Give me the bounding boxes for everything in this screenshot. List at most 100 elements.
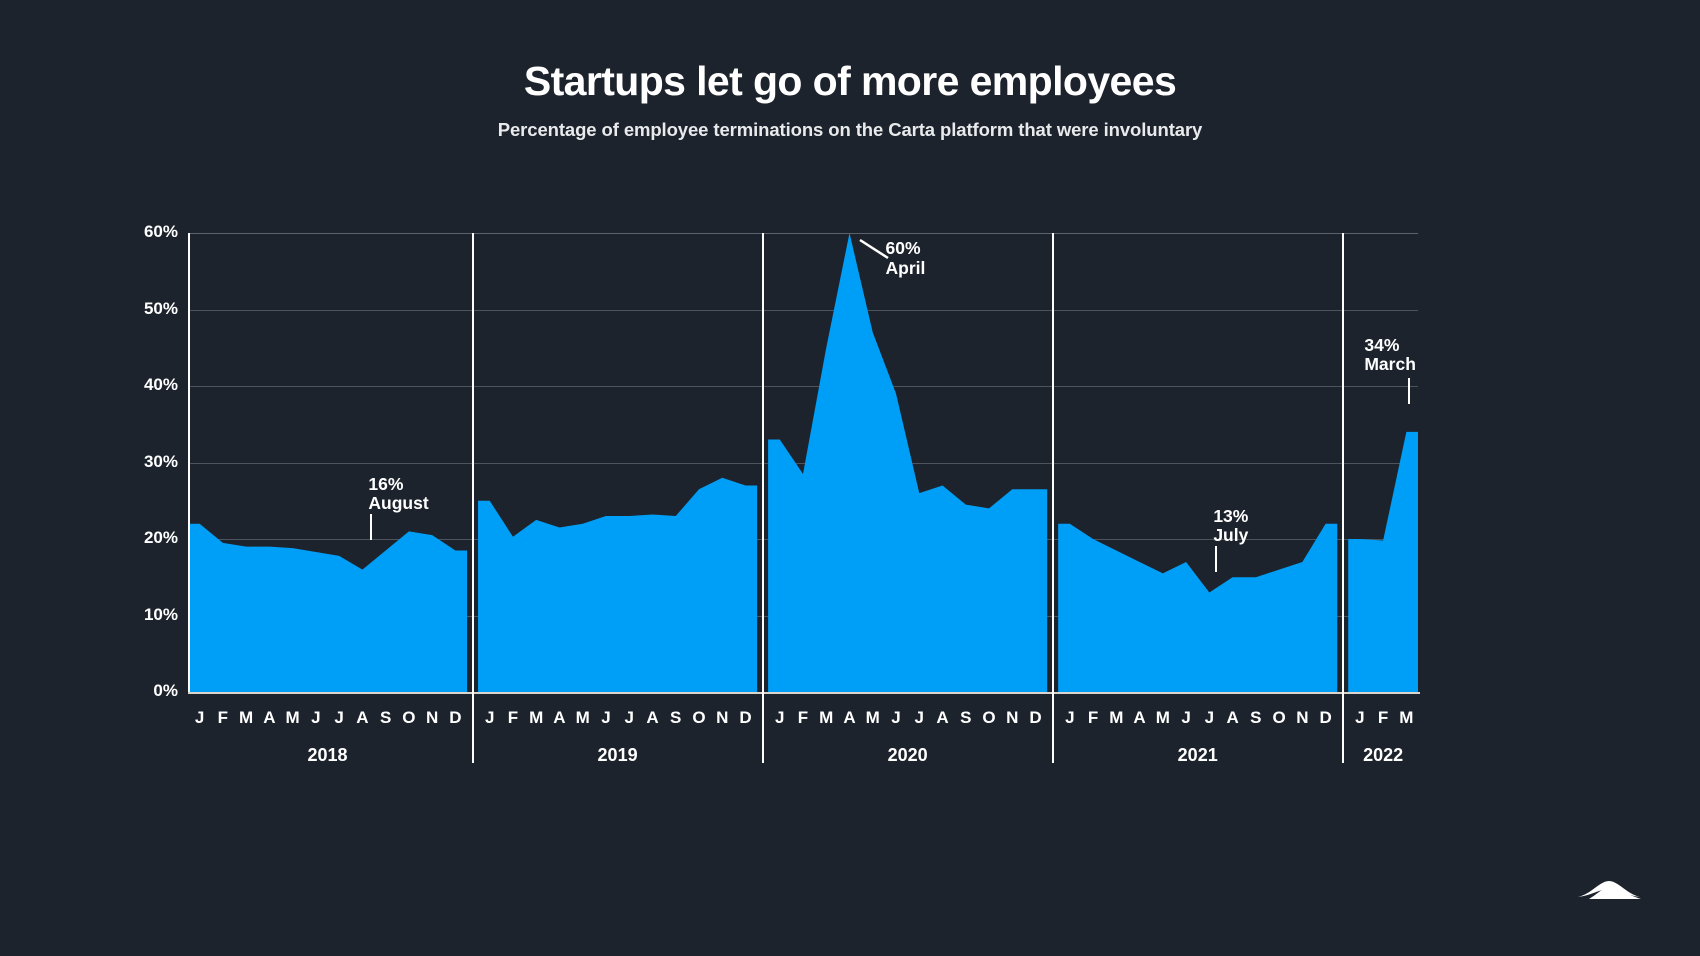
month-label-2021-10: N <box>1296 708 1309 727</box>
annotation-leader-line-april <box>858 238 889 260</box>
month-label-2020-1: F <box>797 708 809 727</box>
annotation-tick-july <box>1215 545 1218 572</box>
month-label-2018-11: D <box>449 708 462 727</box>
year-label-2021: 2021 <box>1177 745 1218 765</box>
month-label-2019-2: M <box>529 708 544 727</box>
area-segment-2019 <box>478 477 758 692</box>
axios-logo <box>1575 881 1643 899</box>
month-label-2018-7: A <box>356 708 369 727</box>
gridline-40 <box>188 386 1418 387</box>
gridline-30 <box>188 462 1418 464</box>
month-label-2021-11: D <box>1319 708 1332 727</box>
area-segment-2021 <box>1058 523 1338 692</box>
month-label-2019-7: A <box>646 708 659 727</box>
area-segment-2022 <box>1348 431 1418 692</box>
y-axis-line <box>188 233 190 692</box>
month-label-2019-9: O <box>692 708 706 727</box>
month-label-2022-0: J <box>1355 708 1365 727</box>
month-label-2022-2: M <box>1399 708 1414 727</box>
month-label-2021-2: M <box>1109 708 1124 727</box>
month-label-2019-10: N <box>716 708 729 727</box>
month-label-2020-9: O <box>982 708 996 727</box>
month-label-2018-5: J <box>311 708 321 727</box>
area-segment-2020 <box>768 233 1048 692</box>
annotation-july-2021: 13% July <box>1213 505 1249 546</box>
page-title: Startups let go of more employees <box>523 58 1177 104</box>
annotation-value: 13% <box>1213 505 1249 526</box>
month-label-2020-4: M <box>865 708 880 727</box>
month-label-2020-2: M <box>819 708 834 727</box>
month-label-2020-7: A <box>936 708 949 727</box>
month-label-2018-1: F <box>217 708 229 727</box>
month-label-2018-6: J <box>334 708 344 727</box>
month-label-2019-0: J <box>484 708 495 727</box>
chart-header: Startups let go of more employees Percen… <box>0 0 1700 141</box>
gridline-60 <box>188 233 1418 234</box>
annotation-tick-march <box>1408 377 1411 404</box>
plot-area <box>188 233 1418 693</box>
month-label-2019-8: S <box>670 708 682 727</box>
month-label-2021-0: J <box>1065 708 1075 727</box>
y-tick-label-30: 30% <box>143 451 178 471</box>
month-label-2018-0: J <box>194 708 205 727</box>
month-label-2018-4: M <box>285 708 300 727</box>
y-tick-label-40: 40% <box>143 375 178 394</box>
month-label-2018-8: S <box>379 708 392 727</box>
month-label-2019-6: J <box>624 708 634 727</box>
annotation-april-2020: 60% April <box>885 238 926 278</box>
month-label-2020-10: N <box>1006 708 1019 727</box>
month-label-2020-11: D <box>1029 708 1042 727</box>
month-label-2020-6: J <box>914 708 924 727</box>
gridline-50 <box>188 309 1418 311</box>
annotation-value: 60% <box>885 238 921 258</box>
annotation-august-2018: 16% August <box>368 473 429 514</box>
month-label-2018-10: N <box>426 708 439 727</box>
annotation-march-2022: 34% March <box>1364 334 1416 375</box>
year-label-2019: 2019 <box>597 745 638 765</box>
annotation-tick-august <box>370 513 373 540</box>
area-chart <box>188 233 1418 692</box>
year-separator-2022 <box>1341 233 1344 763</box>
year-separator-2019 <box>471 233 474 763</box>
month-label-2020-3: A <box>843 708 856 727</box>
annotation-month: July <box>1213 525 1249 546</box>
month-label-2019-5: J <box>601 708 611 727</box>
month-label-2020-5: J <box>891 708 901 727</box>
month-label-2019-11: D <box>739 708 752 727</box>
month-label-2018-9: O <box>402 708 416 727</box>
month-label-2021-7: A <box>1226 708 1239 727</box>
month-label-2021-8: S <box>1250 708 1262 727</box>
month-label-2018-3: A <box>263 708 276 727</box>
annotation-month: April <box>885 257 926 278</box>
month-label-2018-2: M <box>239 708 254 727</box>
month-label-2019-3: A <box>553 708 566 727</box>
x-axis-baseline <box>188 692 1420 694</box>
annotation-month: August <box>368 493 429 514</box>
month-label-2022-1: F <box>1377 708 1389 727</box>
y-tick-label-20: 20% <box>143 528 178 547</box>
area-segment-2018 <box>188 523 468 692</box>
annotation-value: 34% <box>1364 334 1400 355</box>
y-tick-label-10: 10% <box>143 604 178 624</box>
month-label-2021-4: M <box>1155 708 1170 727</box>
year-label-2020: 2020 <box>887 745 928 765</box>
month-label-2021-3: A <box>1133 708 1146 727</box>
annotation-month: March <box>1364 354 1416 375</box>
month-label-2021-6: J <box>1204 708 1215 727</box>
month-label-2021-9: O <box>1272 708 1286 727</box>
annotation-value: 16% <box>368 473 404 494</box>
year-label-2022: 2022 <box>1363 745 1404 765</box>
year-label-2018: 2018 <box>307 745 348 765</box>
y-tick-label-60: 60% <box>143 222 178 241</box>
x-axis-year-labels: 2018 2019 2020 2021 2022 <box>188 745 1428 775</box>
year-separator-2021 <box>1051 233 1054 763</box>
y-tick-label-0: 0% <box>153 681 178 700</box>
y-axis-labels: 0% 10% 20% 30% 40% 50% 60% <box>118 222 178 700</box>
month-label-2021-1: F <box>1087 708 1099 727</box>
page-subtitle: Percentage of employee terminations on t… <box>497 119 1203 141</box>
month-label-2019-1: F <box>507 708 519 727</box>
month-label-2020-8: S <box>960 708 972 727</box>
month-label-2021-5: J <box>1181 708 1191 727</box>
